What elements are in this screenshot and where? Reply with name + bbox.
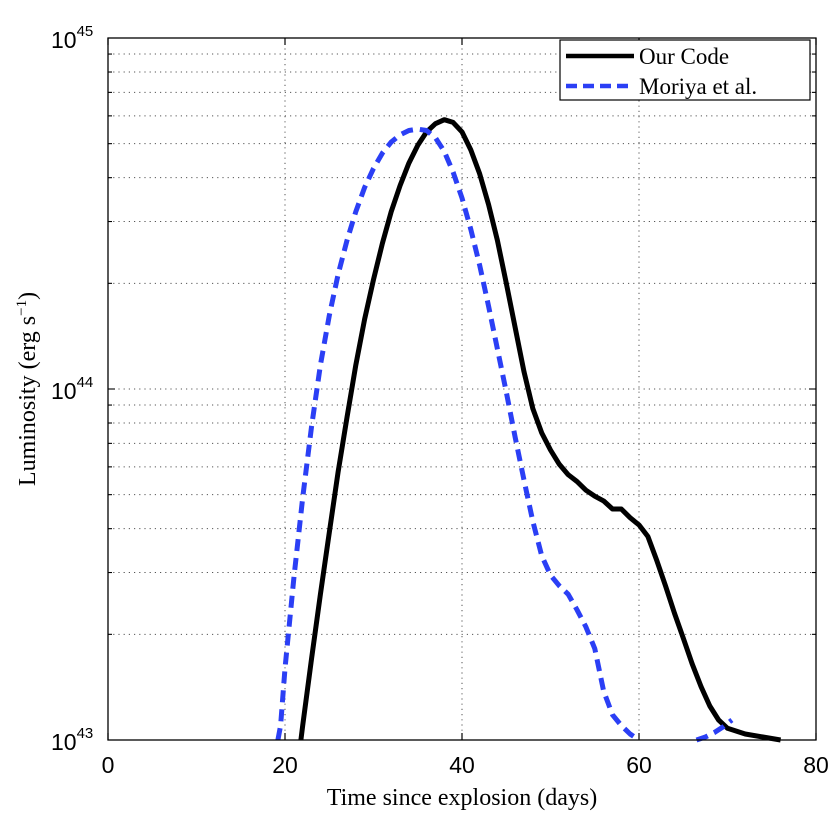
y-axis-title-exponent: −1 [14,300,30,316]
x-tick-label: 0 [102,752,115,778]
legend-label-our-code: Our Code [639,44,729,69]
y-axis-title: Luminosity (erg s−1) [14,292,41,486]
y-tick-exponent: 44 [77,374,94,391]
series-line-our-code [298,117,782,743]
grid [108,38,816,740]
x-tick-label: 40 [449,752,475,778]
data-series [275,117,782,743]
legend-label-moriya: Moriya et al. [639,74,757,99]
y-axis-title-suffix: ) [15,292,41,300]
x-tick-label: 20 [272,752,298,778]
legend: Our Code Moriya et al. [559,39,811,101]
y-tick-label: 1043 [51,725,93,755]
y-tick-base: 10 [51,729,77,755]
y-tick-label: 1045 [51,23,93,53]
y-tick-base: 10 [51,378,77,404]
y-tick-label: 1044 [51,374,93,404]
y-axis-title-prefix: Luminosity (erg s [15,316,41,486]
x-tick-label: 60 [626,752,652,778]
series-line-moriya-et-al-late [695,718,734,743]
y-tick-exponent: 43 [77,725,94,742]
y-tick-exponent: 45 [77,23,94,40]
series-line-moriya-et-al [275,126,641,743]
y-tick-base: 10 [51,27,77,53]
legend-box [559,39,811,101]
x-tick-label: 80 [803,752,829,778]
x-axis-title: Time since explosion (days) [327,785,597,811]
